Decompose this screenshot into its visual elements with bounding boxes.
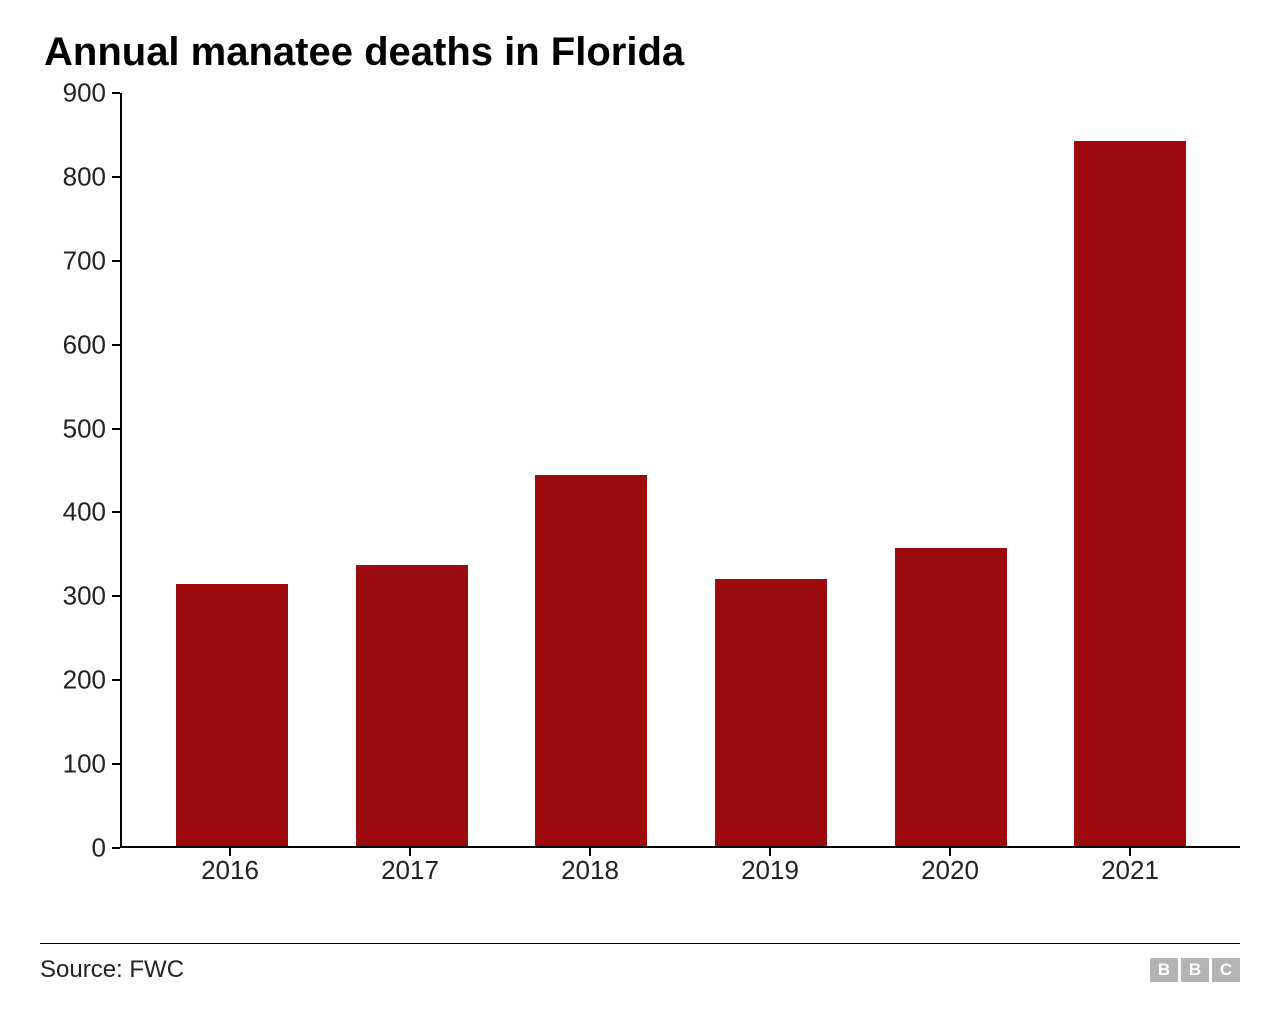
y-tick-mark — [112, 679, 120, 681]
y-tick-label: 300 — [40, 581, 106, 612]
x-tick-mark — [769, 848, 771, 856]
y-tick-mark — [112, 428, 120, 430]
x-tick-label: 2019 — [680, 855, 860, 886]
x-tick-label: 2020 — [860, 855, 1040, 886]
x-tick-mark — [409, 848, 411, 856]
y-tick-mark — [112, 176, 120, 178]
bar — [176, 584, 288, 846]
y-tick-mark — [112, 92, 120, 94]
x-tick-label: 2017 — [320, 855, 500, 886]
y-tick-label: 600 — [40, 329, 106, 360]
y-tick-label: 200 — [40, 665, 106, 696]
y-tick-mark — [112, 763, 120, 765]
bbc-logo-letter: C — [1212, 958, 1240, 982]
bar — [356, 565, 468, 846]
x-tick-mark — [1129, 848, 1131, 856]
bbc-logo-letter: B — [1181, 958, 1209, 982]
y-tick-label: 0 — [40, 833, 106, 864]
y-axis: 0100200300400500600700800900 — [40, 93, 120, 848]
y-tick-label: 900 — [40, 78, 106, 109]
source-label: Source: FWC — [40, 956, 184, 984]
bar — [535, 475, 647, 846]
bbc-logo-letter: B — [1150, 958, 1178, 982]
y-tick-label: 400 — [40, 497, 106, 528]
y-tick-mark — [112, 595, 120, 597]
x-tick-mark — [589, 848, 591, 856]
x-tick-mark — [229, 848, 231, 856]
y-tick-label: 500 — [40, 413, 106, 444]
x-tick-mark — [949, 848, 951, 856]
bar — [895, 548, 1007, 846]
y-tick-mark — [112, 344, 120, 346]
x-tick-label: 2016 — [140, 855, 320, 886]
bar-slot — [322, 93, 502, 846]
chart-title: Annual manatee deaths in Florida — [44, 30, 1240, 75]
bar-slot — [861, 93, 1041, 846]
x-axis-labels: 201620172018201920202021 — [120, 855, 1240, 886]
y-tick-label: 800 — [40, 161, 106, 192]
y-tick-label: 700 — [40, 245, 106, 276]
bars-container — [122, 93, 1240, 846]
bar-slot — [142, 93, 322, 846]
y-tick-mark — [112, 260, 120, 262]
y-tick-mark — [112, 847, 120, 849]
y-tick-mark — [112, 511, 120, 513]
y-tick-label: 100 — [40, 749, 106, 780]
bar-slot — [681, 93, 861, 846]
chart-area: 0100200300400500600700800900 20162017201… — [40, 93, 1240, 883]
x-tick-label: 2021 — [1040, 855, 1220, 886]
bar — [1074, 141, 1186, 846]
bbc-logo: B B C — [1150, 958, 1240, 982]
plot-region — [120, 93, 1240, 848]
x-tick-label: 2018 — [500, 855, 680, 886]
chart-footer: Source: FWC B B C — [40, 943, 1240, 984]
bar — [715, 579, 827, 846]
bar-slot — [501, 93, 681, 846]
bar-slot — [1040, 93, 1220, 846]
